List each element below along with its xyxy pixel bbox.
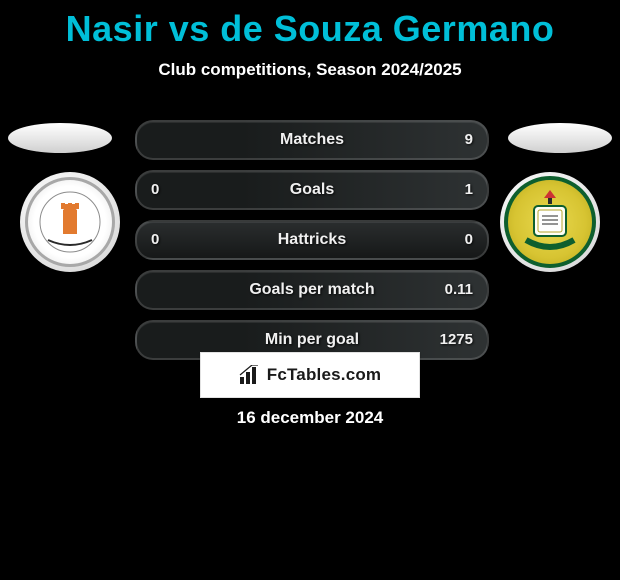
stat-label: Goals per match <box>137 272 487 308</box>
stat-row-hattricks: 0 Hattricks 0 <box>135 220 489 260</box>
player-pill-left <box>8 123 112 153</box>
footer-date: 16 december 2024 <box>0 408 620 428</box>
stat-label: Matches <box>137 122 487 158</box>
stat-row-goals: 0 Goals 1 <box>135 170 489 210</box>
stat-label: Hattricks <box>137 222 487 258</box>
player-pill-right <box>508 123 612 153</box>
stat-right-value: 0.11 <box>445 272 473 308</box>
club-badge-left <box>20 172 120 272</box>
branding-box: FcTables.com <box>200 352 420 398</box>
stat-right-value: 1 <box>465 172 473 208</box>
stat-row-matches: Matches 9 <box>135 120 489 160</box>
comparison-card: Nasir vs de Souza Germano Club competiti… <box>0 0 620 580</box>
stat-right-value: 0 <box>465 222 473 258</box>
club-badge-right <box>500 172 600 272</box>
page-title: Nasir vs de Souza Germano <box>0 0 620 50</box>
stats-table: Matches 9 0 Goals 1 0 Hattricks 0 Goals … <box>135 120 485 370</box>
page-subtitle: Club competitions, Season 2024/2025 <box>0 60 620 80</box>
stat-right-value: 1275 <box>440 322 473 358</box>
ittihad-kalba-icon <box>504 176 596 268</box>
brand-text: FcTables.com <box>267 365 382 385</box>
ajman-club-icon <box>25 177 115 267</box>
bar-chart-icon <box>239 365 261 385</box>
stat-row-goals-per-match: Goals per match 0.11 <box>135 270 489 310</box>
stat-label: Goals <box>137 172 487 208</box>
stat-right-value: 9 <box>465 122 473 158</box>
